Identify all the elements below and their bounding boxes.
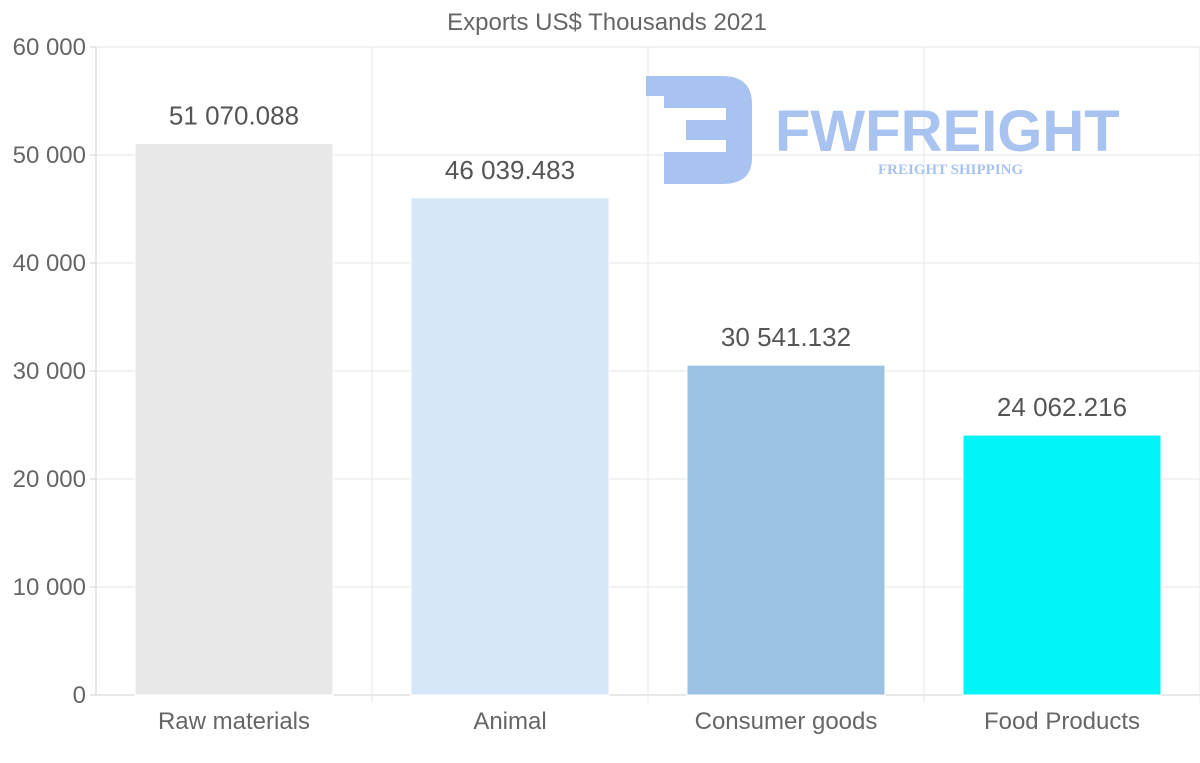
bar-consumer-goods[interactable] bbox=[686, 364, 886, 696]
bar-value-label: 51 070.088 bbox=[169, 100, 299, 130]
watermark-tagline: FREIGHT SHIPPING bbox=[878, 162, 1023, 178]
fwfreight-logo-icon bbox=[646, 76, 752, 184]
axes: 0 10 000 20 000 30 000 40 000 50 000 60 000 Raw… bbox=[13, 34, 1140, 735]
chart-title: Exports US$ Thousands 2021 bbox=[447, 9, 767, 36]
y-tick-label: 0 bbox=[73, 682, 86, 709]
bar-value-label: 24 062.216 bbox=[997, 392, 1127, 422]
bar-food-products[interactable] bbox=[962, 434, 1162, 696]
bars: 51 070.088 46 039.483 30 541.132 24 062.216 bbox=[134, 100, 1162, 696]
y-tick-label: 30 000 bbox=[13, 358, 86, 385]
bar-animal[interactable] bbox=[410, 197, 610, 696]
watermark-name: FWFREIGHT bbox=[775, 99, 1120, 164]
x-tick-label: Raw materials bbox=[158, 708, 310, 735]
y-tick-label: 60 000 bbox=[13, 34, 86, 61]
y-tick-label: 40 000 bbox=[13, 250, 86, 277]
y-tick-label: 50 000 bbox=[13, 142, 86, 169]
y-tick-label: 20 000 bbox=[13, 466, 86, 493]
fwfreight-watermark: FWFREIGHT FREIGHT SHIPPING bbox=[646, 76, 1120, 184]
bar-value-label: 30 541.132 bbox=[721, 322, 851, 352]
bar-value-label: 46 039.483 bbox=[445, 155, 575, 185]
x-tick-label: Food Products bbox=[984, 708, 1140, 735]
bar-raw-materials[interactable] bbox=[134, 142, 334, 696]
y-tick-label: 10 000 bbox=[13, 574, 86, 601]
x-tick-label: Animal bbox=[473, 708, 546, 735]
x-tick-label: Consumer goods bbox=[695, 708, 878, 735]
